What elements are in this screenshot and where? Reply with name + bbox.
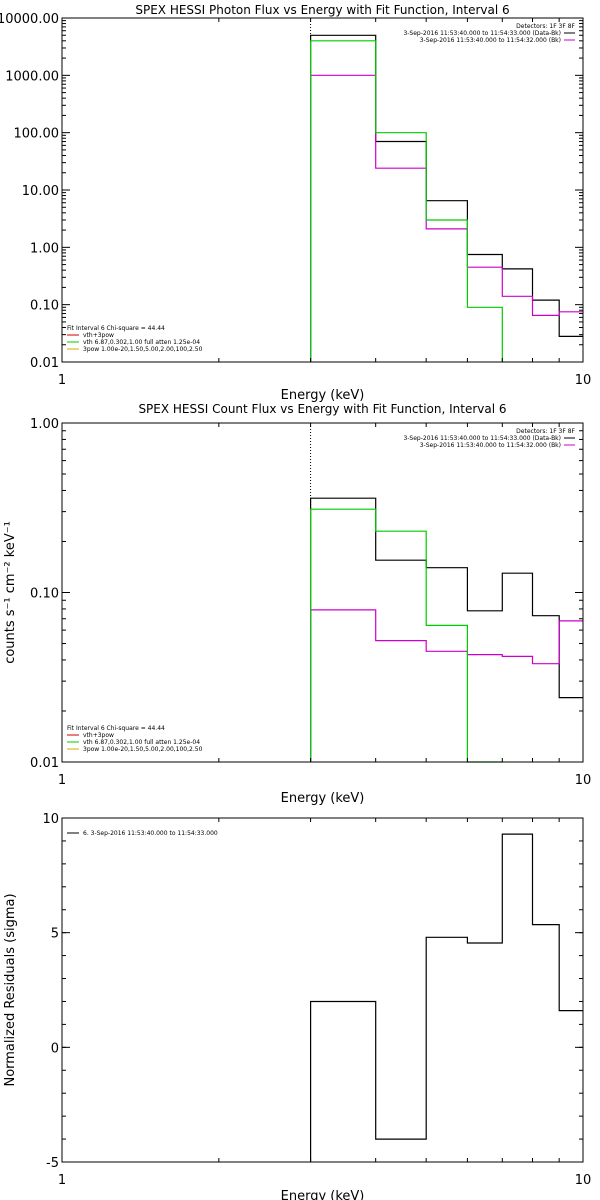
legend-item-label: 3-Sep-2016 11:53:40.000 to 11:54:32.000 … bbox=[420, 442, 561, 449]
plot-frame bbox=[61, 817, 584, 1163]
legend-item-label: vth 6.87,0.302,1.00 full atten 1.25e-04 bbox=[83, 339, 200, 346]
legend-item-label: vth 6.87,0.302,1.00 full atten 1.25e-04 bbox=[83, 739, 200, 746]
y-tick-label: 10 bbox=[42, 812, 59, 827]
series-line-0 bbox=[310, 34, 583, 362]
legend-header: Fit Interval 6 Chi-square = 44.44 bbox=[67, 325, 165, 332]
x-axis-label: Energy (keV) bbox=[281, 1189, 365, 1200]
legend-item-label: vth+3pow bbox=[83, 732, 114, 739]
legend-item-label: 6. 3-Sep-2016 11:53:40.000 to 11:54:33.0… bbox=[83, 830, 218, 837]
series-line-2 bbox=[310, 40, 503, 362]
legend-header: Detectors: 1F 3F 8F bbox=[516, 428, 575, 435]
y-tick-label: 5 bbox=[51, 927, 59, 942]
x-tick-label: 10 bbox=[575, 373, 592, 388]
chart-title: SPEX HESSI Photon Flux vs Energy with Fi… bbox=[135, 3, 509, 17]
legend-item-label: 3pow 1.00e-20,1.50,5.00,2.00,100,2.50 bbox=[83, 346, 203, 353]
y-tick-label: 0.01 bbox=[30, 356, 59, 371]
series-line-2 bbox=[310, 508, 503, 763]
x-tick-label: 1 bbox=[58, 773, 66, 788]
y-axis-label: counts s⁻¹ cm⁻² keV⁻¹ bbox=[3, 521, 18, 664]
legend-header: Detectors: 1F 3F 8F bbox=[516, 23, 575, 30]
series-line-1 bbox=[310, 74, 583, 362]
series-line-1 bbox=[310, 609, 583, 762]
legend-header: Fit Interval 6 Chi-square = 44.44 bbox=[67, 725, 165, 732]
y-tick-label: 1.00 bbox=[30, 241, 59, 256]
legend-item-label: 3-Sep-2016 11:53:40.000 to 11:54:32.000 … bbox=[420, 37, 561, 44]
legend-item-label: 3-Sep-2016 11:53:40.000 to 11:54:33.000 … bbox=[403, 435, 561, 442]
legend-item-label: vth+3pow bbox=[83, 332, 114, 339]
y-tick-label: 10.00 bbox=[22, 184, 59, 199]
y-tick-label: 0.01 bbox=[30, 756, 59, 771]
x-tick-label: 10 bbox=[575, 773, 592, 788]
y-tick-label: 10000.00 bbox=[0, 12, 59, 27]
legend-item-label: 3pow 1.00e-20,1.50,5.00,2.00,100,2.50 bbox=[83, 746, 203, 753]
y-tick-label: 1000.00 bbox=[5, 69, 59, 84]
plot-frame bbox=[61, 422, 584, 763]
y-tick-label: -5 bbox=[46, 1156, 59, 1171]
chart-title: SPEX HESSI Count Flux vs Energy with Fit… bbox=[138, 402, 506, 416]
x-tick-label: 1 bbox=[58, 1173, 66, 1188]
residuals-panel: -5 0 5 10 1 10 Energy (keV) Normalized Residual… bbox=[3, 812, 591, 1200]
series-line-0 bbox=[310, 497, 583, 762]
x-tick-label: 1 bbox=[58, 373, 66, 388]
y-tick-label: 100.00 bbox=[14, 127, 60, 142]
y-tick-label: 0.10 bbox=[30, 299, 59, 314]
y-axis-label: Normalized Residuals (sigma) bbox=[3, 893, 18, 1086]
plot-frame bbox=[61, 17, 584, 363]
x-axis-label: Energy (keV) bbox=[281, 388, 365, 403]
y-tick-label: 1.00 bbox=[30, 417, 59, 432]
series-line-0 bbox=[310, 833, 583, 1162]
legend-item-label: 3-Sep-2016 11:53:40.000 to 11:54:33.000 … bbox=[403, 30, 561, 37]
y-tick-label: 0 bbox=[51, 1041, 59, 1056]
count-flux-panel: SPEX HESSI Count Flux vs Energy with Fit… bbox=[3, 402, 591, 806]
photon-flux-panel: SPEX HESSI Photon Flux vs Energy with Fi… bbox=[0, 3, 591, 403]
x-axis-label: Energy (keV) bbox=[281, 791, 365, 806]
x-tick-label: 10 bbox=[575, 1173, 592, 1188]
y-tick-label: 0.10 bbox=[30, 587, 59, 602]
